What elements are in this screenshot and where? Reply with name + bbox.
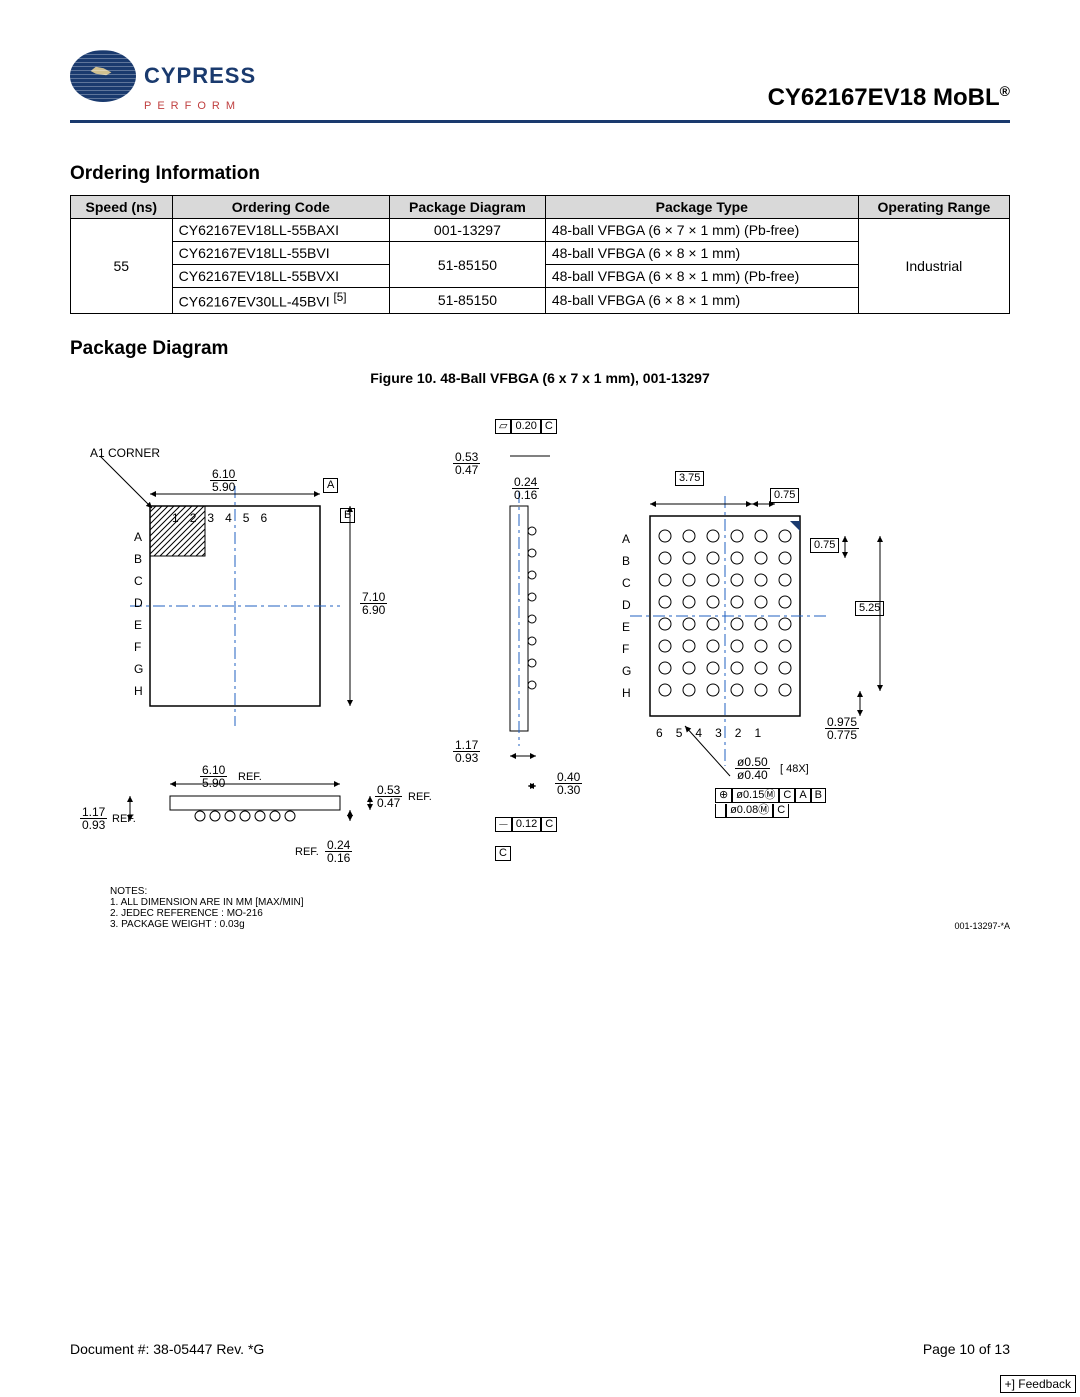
logo-block: CYPRESS PERFORM xyxy=(70,50,256,112)
dim-height: 7.106.90 xyxy=(360,591,387,617)
cell-code: CY62167EV18LL-55BVI xyxy=(172,242,389,265)
col-pkgtype: Package Type xyxy=(545,196,858,219)
drawing-number: 001-13297-*A xyxy=(954,921,1010,931)
dim-edge: 0.9750.775 xyxy=(825,716,859,742)
dim-prof-h2: 1.170.93 xyxy=(453,739,480,765)
cell-pkg: 51-85150 xyxy=(389,288,545,314)
coplanarity-fcf: ⏤0.12C xyxy=(495,816,557,832)
cell-speed: 55 xyxy=(71,219,173,314)
datum-b: B xyxy=(340,508,355,523)
col-speed: Speed (ns) xyxy=(71,196,173,219)
diagram-svg xyxy=(70,416,1010,956)
cell-pkg: 51-85150 xyxy=(389,242,545,288)
diagram-notes: NOTES: 1. ALL DIMENSION ARE IN MM [MAX/M… xyxy=(110,886,510,930)
page-header: CYPRESS PERFORM CY62167EV18 MoBL® xyxy=(70,50,1010,123)
a1-corner-label: A1 CORNER xyxy=(90,446,160,460)
cell-type: 48-ball VFBGA (6 × 8 × 1 mm) xyxy=(545,242,858,265)
dim-pitch-y: 0.75 xyxy=(810,538,839,553)
col-pkgdiag: Package Diagram xyxy=(389,196,545,219)
dim-prof-h: 1.170.93 xyxy=(80,806,107,832)
page-number: Page 10 of 13 xyxy=(923,1341,1010,1357)
col-numbers-bottom: 654321 xyxy=(656,726,774,740)
logo-text: CYPRESS xyxy=(144,63,256,89)
cell-code: CY62167EV18LL-55BVXI xyxy=(172,265,389,288)
ordering-heading: Ordering Information xyxy=(70,163,1010,185)
product-name: CY62167EV18 MoBL xyxy=(768,84,1000,111)
package-diagram: A1 CORNER 123456 ABCDEFGH 6.105.90 A B 7… xyxy=(70,416,1010,976)
flatness-fcf: ⏥0.20C xyxy=(495,418,557,434)
dim-width: 6.105.90 xyxy=(210,468,237,494)
dim-pitch-half: 0.75 xyxy=(770,488,799,503)
ordering-table: Speed (ns) Ordering Code Package Diagram… xyxy=(70,195,1010,314)
package-heading: Package Diagram xyxy=(70,338,1010,360)
table-header-row: Speed (ns) Ordering Code Package Diagram… xyxy=(71,196,1010,219)
figure-caption: Figure 10. 48-Ball VFBGA (6 x 7 x 1 mm),… xyxy=(70,370,1010,386)
ref-4: REF. xyxy=(295,846,319,858)
cell-pkg: 001-13297 xyxy=(389,219,545,242)
col-oprange: Operating Range xyxy=(858,196,1009,219)
dim-stand: 0.240.16 xyxy=(325,839,352,865)
cell-type: 48-ball VFBGA (6 × 7 × 1 mm) (Pb-free) xyxy=(545,219,858,242)
datum-c: C xyxy=(495,846,511,861)
note-line: 2. JEDEC REFERENCE : MO-216 xyxy=(110,908,510,919)
cypress-logo-icon xyxy=(70,50,136,102)
col-code: Ordering Code xyxy=(172,196,389,219)
note-line: 3. PACKAGE WEIGHT : 0.03g xyxy=(110,919,510,930)
cell-code: CY62167EV30LL-45BVI [5] xyxy=(172,288,389,314)
cell-code: CY62167EV18LL-55BAXI xyxy=(172,219,389,242)
dim-balldia: ø0.50ø0.40 xyxy=(735,756,770,782)
datum-a: A xyxy=(323,478,338,493)
notes-title: NOTES: xyxy=(110,886,510,897)
feedback-button[interactable]: +] Feedback xyxy=(1000,1375,1076,1393)
cell-type: 48-ball VFBGA (6 × 8 × 1 mm) (Pb-free) xyxy=(545,265,858,288)
page-footer: Document #: 38-05447 Rev. *G Page 10 of … xyxy=(70,1341,1010,1357)
cell-type: 48-ball VFBGA (6 × 8 × 1 mm) xyxy=(545,288,858,314)
row-letters-left: ABCDEFGH xyxy=(134,526,143,702)
product-title: CY62167EV18 MoBL® xyxy=(768,83,1010,112)
registered-mark: ® xyxy=(1000,83,1010,99)
ref-2: REF. xyxy=(112,813,136,825)
cell-oprange: Industrial xyxy=(858,219,1009,314)
position-fcf-1: ⊕ø0.15ⓂCAB xyxy=(715,788,826,803)
logo-subtitle: PERFORM xyxy=(144,100,256,112)
dim-ball-proj: 0.400.30 xyxy=(555,771,582,797)
row-letters-right: ABCDEFGH xyxy=(622,528,631,704)
dim-array-h: 5.25 xyxy=(855,601,884,616)
position-fcf-2: ø0.08ⓂC xyxy=(715,804,789,818)
dim-side-h: 0.530.47 xyxy=(453,451,480,477)
note-line: 1. ALL DIMENSION ARE IN MM [MAX/MIN] xyxy=(110,897,510,908)
dim-side-w: 0.240.16 xyxy=(512,476,539,502)
ref-3: REF. xyxy=(408,791,432,803)
dim-body-t: 0.530.47 xyxy=(375,784,402,810)
dim-pitch-x: 3.75 xyxy=(675,471,704,486)
fortyeight-x: [ 48X] xyxy=(780,763,809,775)
table-row: 55 CY62167EV18LL-55BAXI 001-13297 48-bal… xyxy=(71,219,1010,242)
doc-number: Document #: 38-05447 Rev. *G xyxy=(70,1341,264,1357)
col-numbers-top: 123456 xyxy=(172,511,278,525)
dim-prof-w: 6.105.90 xyxy=(200,764,227,790)
ref-1: REF. xyxy=(238,771,262,783)
